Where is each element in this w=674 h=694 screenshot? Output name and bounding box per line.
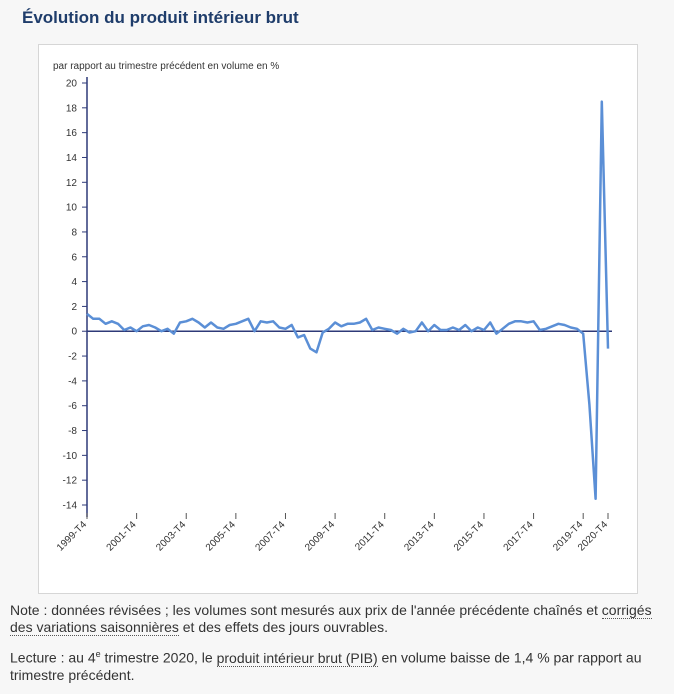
gdp-series-line: [86, 100, 610, 501]
y-tick-label: 14: [66, 153, 78, 164]
y-tick-label: 4: [71, 277, 77, 288]
x-tick-label: 2015-T4: [452, 519, 486, 553]
pib-definition-link[interactable]: produit intérieur brut (PIB): [216, 649, 378, 667]
x-tick-label: 2011-T4: [353, 519, 387, 553]
page-title: Évolution du produit intérieur brut: [22, 8, 299, 27]
reading-mid: trimestre 2020, le: [100, 649, 217, 666]
reading-superscript: e: [95, 649, 101, 659]
y-tick-label: 0: [71, 327, 77, 338]
y-tick-label: -10: [63, 451, 78, 462]
y-tick-label: -8: [68, 426, 77, 437]
y-tick-label: -2: [68, 352, 77, 363]
chart-notes: Note : données révisées ; les volumes so…: [10, 602, 660, 694]
note-prefix: Note : données révisées ; les volumes so…: [10, 602, 602, 618]
y-tick-label: 12: [66, 178, 78, 189]
y-tick-label: -6: [68, 401, 77, 412]
x-tick-label: 2005-T4: [204, 519, 238, 553]
y-tick-label: 18: [66, 103, 78, 114]
y-tick-label: 20: [66, 79, 78, 90]
y-tick-label: 2: [71, 302, 77, 313]
y-tick-label: -12: [63, 476, 78, 487]
reading-suffix: en volume baisse de 1,4 % par rapport au…: [10, 649, 642, 683]
y-tick-label: 10: [66, 203, 78, 214]
reading-text: Lecture : au 4e trimestre 2020, le produ…: [10, 646, 660, 684]
reading-prefix: Lecture : au 4: [10, 649, 96, 666]
line-chart: par rapport au trimestre précédent en vo…: [53, 61, 612, 553]
cvs-definition-link[interactable]: corrigés des variations saisonnières: [10, 602, 652, 636]
x-tick-label: 2009-T4: [303, 519, 337, 553]
note-text: Note : données révisées ; les volumes so…: [10, 602, 660, 636]
y-tick-label: 6: [71, 252, 77, 263]
y-axis-title: par rapport au trimestre précédent en vo…: [53, 61, 279, 72]
x-tick-label: 2017-T4: [502, 519, 536, 553]
y-tick-label: 16: [66, 128, 78, 139]
x-tick-label: 2003-T4: [154, 519, 188, 553]
x-tick-label: 2001-T4: [105, 519, 139, 553]
note-suffix: et des effets des jours ouvrables.: [178, 619, 388, 635]
y-tick-label: 8: [71, 227, 77, 238]
x-tick-label: 2007-T4: [253, 519, 287, 553]
chart-container: par rapport au trimestre précédent en vo…: [38, 44, 638, 594]
x-tick-label: 1999-T4: [55, 519, 89, 553]
y-tick-label: -4: [68, 376, 77, 387]
y-tick-label: -14: [63, 501, 78, 512]
x-tick-label: 2013-T4: [402, 519, 436, 553]
